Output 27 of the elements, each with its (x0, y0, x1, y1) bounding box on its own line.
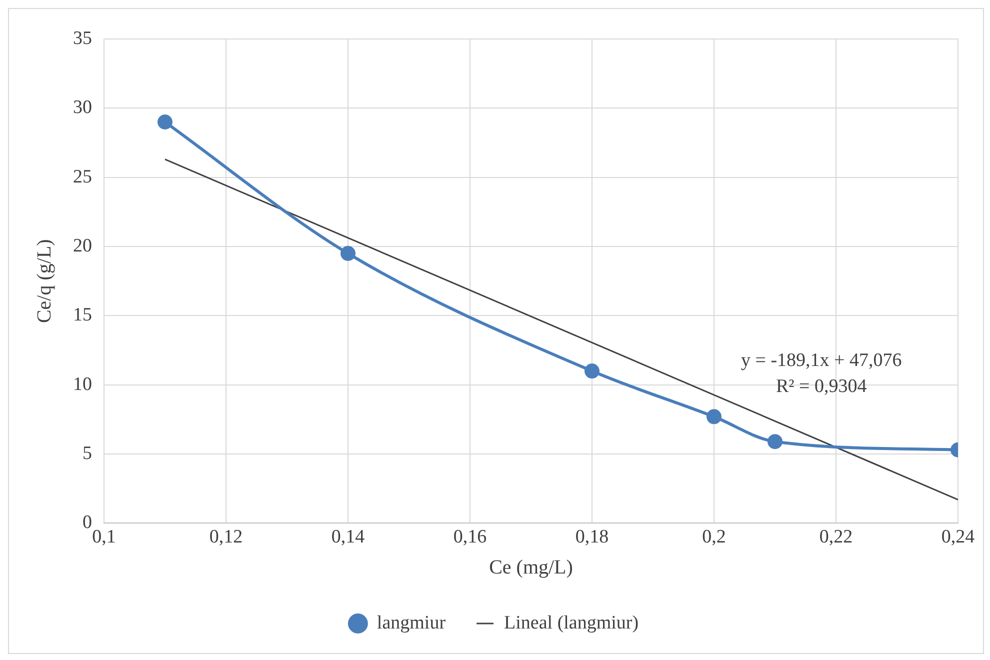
y-tick-label: 10 (73, 374, 92, 395)
y-tick-label: 35 (73, 28, 92, 49)
x-tick-label: 0,2 (702, 526, 726, 548)
x-axis-title: Ce (mg/L) (489, 556, 573, 578)
point (584, 364, 600, 379)
y-tick-label: 30 (73, 97, 92, 118)
point (340, 246, 356, 261)
x-tick-label: 0,16 (453, 526, 487, 548)
y-tick-label: 20 (73, 236, 92, 256)
legend-label: langmiur (376, 612, 446, 634)
point (706, 409, 722, 424)
y-tick-label: 5 (82, 443, 92, 464)
x-tick-label: 0,22 (819, 526, 853, 548)
y-axis-title: Ce/q (g/L) (33, 239, 56, 324)
x-tick-label: 0,18 (575, 526, 609, 548)
point (768, 434, 782, 450)
y-tick-label: 15 (73, 304, 92, 326)
annotation: y = -189,1x + 47,076 (740, 350, 902, 371)
x-tick-label: 0,24 (941, 526, 976, 548)
y-tick-label: 25 (73, 166, 92, 188)
point (158, 114, 172, 130)
x-tick-label: 0,1 (92, 526, 116, 548)
x-tick-label: 0,14 (331, 526, 366, 548)
annotation: R² = 0,9304 (776, 376, 868, 397)
y-tick-label: 0 (82, 512, 92, 534)
x-tick-label: 0,12 (209, 526, 243, 548)
legend-label: Lineal (langmiur) (504, 612, 639, 634)
